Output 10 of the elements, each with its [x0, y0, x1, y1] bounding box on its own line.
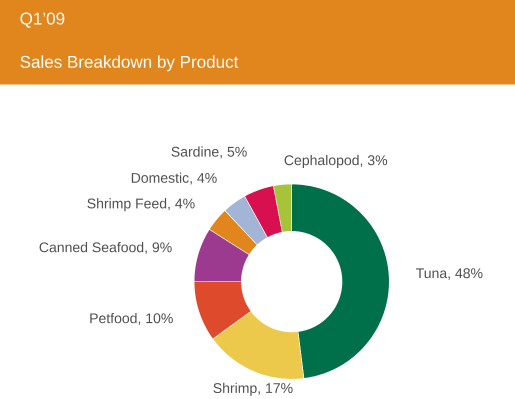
slice-label: Canned Seafood, 9% [40, 242, 172, 254]
chart-subtitle: Sales Breakdown by Product [20, 55, 238, 72]
chart-title: Q1’09 [20, 12, 64, 28]
slice-label: Tuna, 48% [416, 268, 483, 280]
slice-label: Domestic, 4% [132, 172, 217, 184]
slice-label: Shrimp Feed, 4% [87, 198, 195, 212]
slice-label: Cephalopod, 3% [284, 154, 388, 168]
slice-label: Shrimp, 17% [213, 382, 293, 396]
slice-label: Sardine, 5% [171, 146, 247, 158]
slice-label: Petfood, 10% [90, 312, 173, 325]
